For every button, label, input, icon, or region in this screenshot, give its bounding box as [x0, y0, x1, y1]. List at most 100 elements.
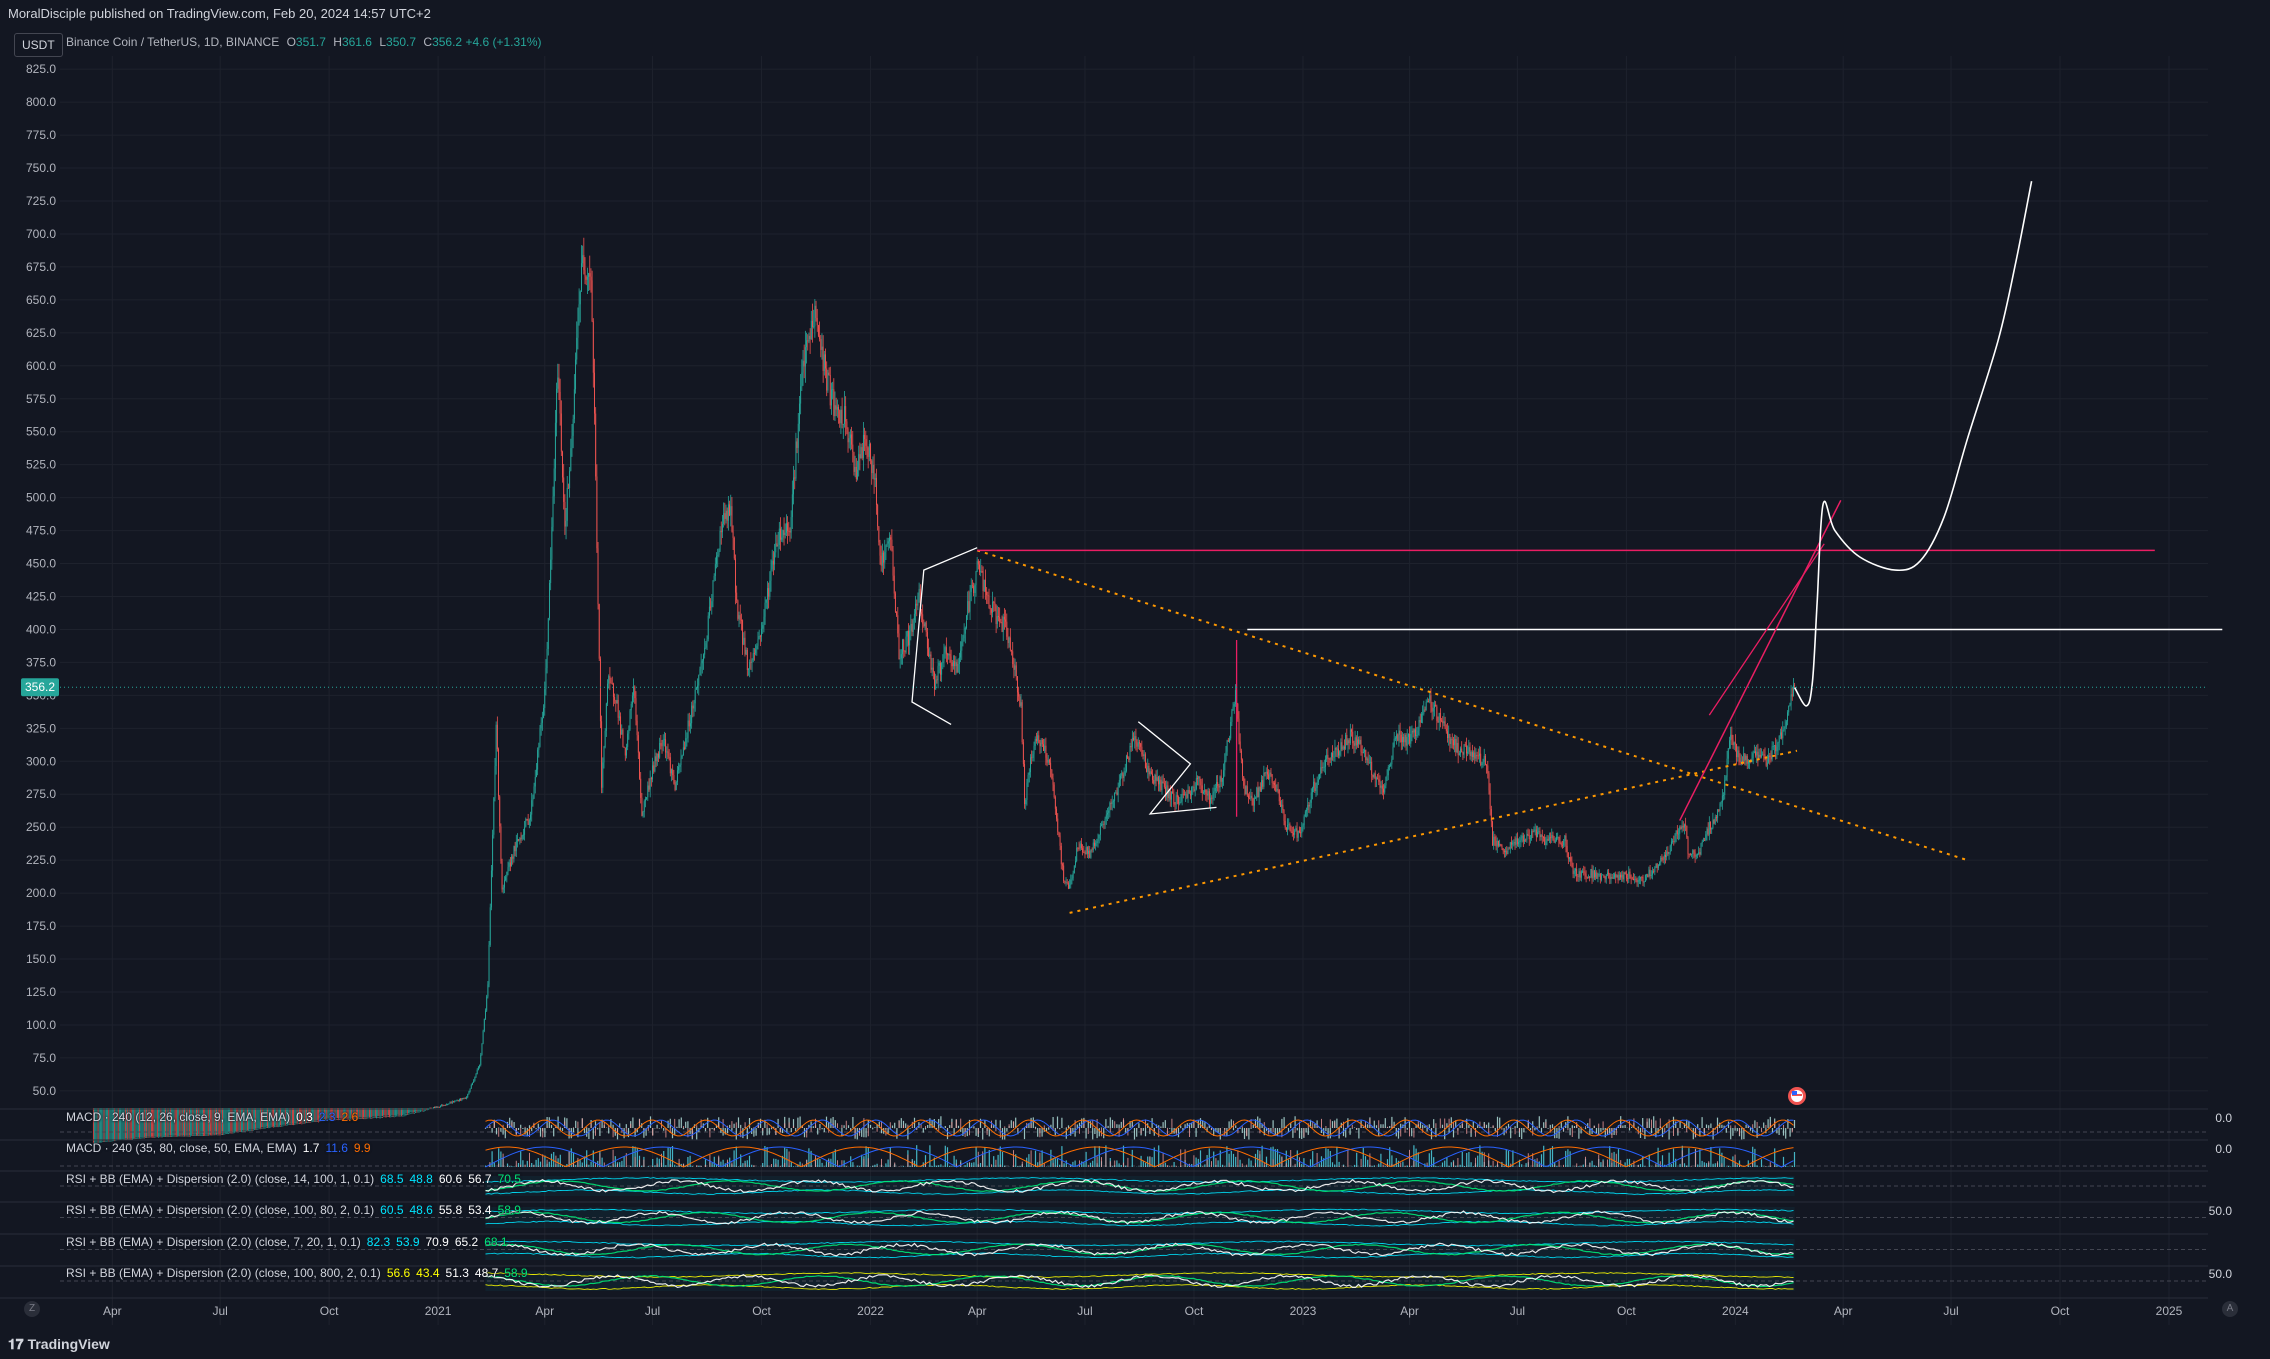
candle: [1494, 833, 1496, 846]
zoom-icon[interactable]: Z: [24, 1301, 40, 1317]
candle: [329, 1108, 331, 1121]
candle: [701, 658, 703, 674]
candle: [1758, 748, 1760, 760]
candle: [681, 754, 683, 760]
indicator-label[interactable]: RSI + BB (EMA) + Dispersion (2.0) (close…: [66, 1265, 528, 1281]
candle: [698, 674, 700, 696]
candle: [308, 1108, 310, 1123]
indicator-pane[interactable]: [0, 1139, 2208, 1168]
dotted-up-trendline[interactable]: [1069, 749, 1798, 914]
indicator-pane[interactable]: [0, 1233, 2208, 1260]
candle: [1762, 751, 1764, 756]
candle: [1182, 788, 1184, 799]
candle: [1204, 783, 1206, 795]
indicator-value: 48.6: [409, 1203, 433, 1217]
pink-channel-line[interactable]: [1679, 499, 1842, 821]
candle: [1012, 642, 1014, 668]
candle: [631, 692, 633, 708]
candle: [352, 1108, 354, 1120]
candle: [967, 591, 969, 620]
candle: [1752, 750, 1754, 765]
candle: [1662, 856, 1664, 864]
candle: [1028, 768, 1030, 783]
candle: [687, 713, 689, 743]
candle: [217, 1108, 219, 1136]
candle: [784, 523, 786, 539]
candle: [571, 424, 573, 457]
indicator-pane[interactable]: [0, 1108, 2208, 1140]
candle: [525, 817, 527, 828]
candle: [873, 454, 875, 494]
drawings[interactable]: [911, 181, 2223, 914]
dotted-down-trendline[interactable]: [976, 549, 1968, 862]
candle: [167, 1108, 169, 1138]
candle: [647, 781, 649, 801]
candle: [830, 382, 832, 415]
candle: [1704, 837, 1706, 841]
candle: [1506, 846, 1508, 856]
candle: [711, 594, 713, 615]
candle: [141, 1108, 143, 1139]
projection-curve[interactable]: [1793, 181, 2033, 707]
candle: [611, 676, 613, 685]
indicator-label[interactable]: MACD · 240 (35, 80, close, 50, EMA, EMA)…: [66, 1140, 371, 1156]
candle: [1205, 789, 1207, 801]
candle: [657, 751, 659, 762]
candle: [1702, 837, 1704, 842]
candle: [1175, 791, 1177, 810]
candle: [1162, 774, 1164, 784]
indicator-pane[interactable]: [0, 1201, 2208, 1228]
candle: [447, 1103, 449, 1106]
candle: [1233, 701, 1235, 714]
indicator-pane[interactable]: [0, 1170, 2208, 1196]
auto-scale-icon[interactable]: A: [2222, 1301, 2238, 1317]
indicator-label[interactable]: RSI + BB (EMA) + Dispersion (2.0) (close…: [66, 1202, 521, 1218]
x-tick-label: Apr: [1400, 1304, 1419, 1318]
currency-button[interactable]: USDT: [14, 33, 63, 57]
candle: [1166, 780, 1168, 801]
candle: [1589, 876, 1591, 882]
candle: [1474, 746, 1476, 764]
candle: [331, 1108, 332, 1121]
candle: [522, 828, 524, 840]
candle: [208, 1108, 210, 1136]
candle: [148, 1108, 150, 1138]
candle: [1056, 806, 1058, 822]
candle: [1296, 822, 1298, 842]
indicator-label[interactable]: RSI + BB (EMA) + Dispersion (2.0) (close…: [66, 1234, 508, 1250]
candle: [133, 1108, 135, 1140]
candle: [1044, 738, 1046, 754]
candle: [1259, 782, 1261, 793]
indicator-label[interactable]: MACD · 240 (12, 26, close, 9, EMA, EMA) 0…: [66, 1109, 358, 1125]
indicator-value: 70.5: [497, 1172, 521, 1186]
x-axis[interactable]: Apr Jul Oct 2021 Apr Jul Oct 2022 Apr Jul Oct 2023 A…: [103, 1304, 2183, 1318]
pink-channel-line-2[interactable]: [1708, 543, 1825, 716]
candle: [340, 1108, 342, 1120]
candle: [993, 600, 995, 612]
candle: [841, 397, 843, 429]
y-axis[interactable]: 50.0 75.0 100.0 125.0 150.0 175.0 200.0 225.0 25…: [26, 62, 56, 1098]
candle: [1373, 772, 1375, 779]
indicator-label[interactable]: RSI + BB (EMA) + Dispersion (2.0) (close…: [66, 1171, 521, 1187]
candle: [808, 332, 810, 344]
candle: [1356, 731, 1358, 748]
wedge-drawing-1[interactable]: [911, 547, 978, 725]
candle: [1129, 742, 1131, 763]
candle: [1058, 831, 1060, 838]
candle: [793, 465, 795, 505]
candle: [836, 399, 838, 418]
indicator-pane[interactable]: [0, 1265, 2208, 1291]
candle: [1670, 838, 1672, 852]
candle: [477, 1066, 479, 1071]
candle: [1187, 784, 1189, 803]
wedge-drawing-2[interactable]: [1137, 721, 1217, 815]
candle: [1787, 710, 1788, 726]
candle: [1308, 801, 1310, 813]
candle: [1602, 874, 1604, 876]
candle: [807, 334, 809, 351]
indicator-panes[interactable]: [0, 1108, 2208, 1291]
candle: [577, 307, 579, 350]
candle: [729, 500, 731, 517]
us-flag-event-icon[interactable]: [1787, 1087, 1806, 1105]
